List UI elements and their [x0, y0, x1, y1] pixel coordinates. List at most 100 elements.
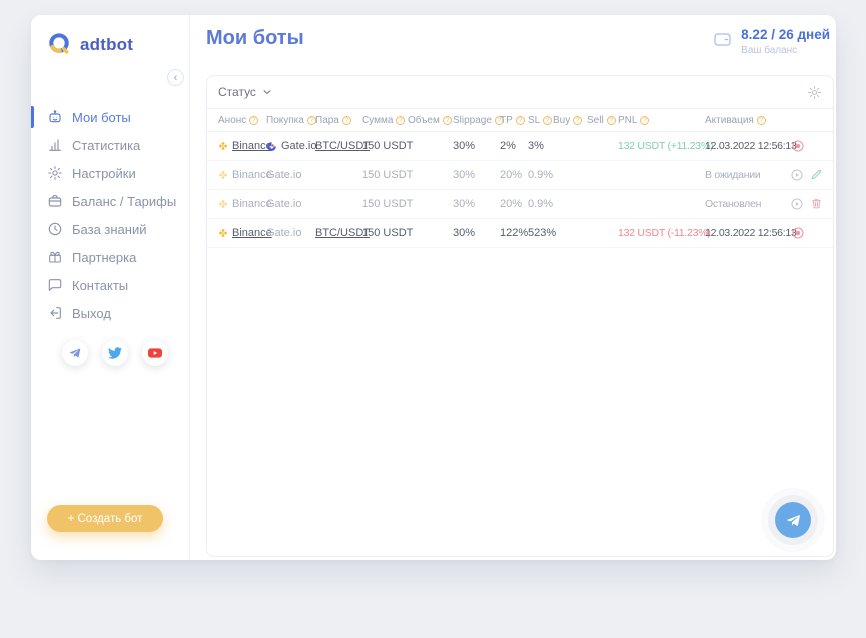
sidebar-item-knowledge-base[interactable]: База знаний	[31, 215, 189, 243]
help-icon[interactable]: ?	[341, 115, 351, 125]
purchase-cell: Gate.io	[266, 198, 315, 210]
youtube-icon	[147, 345, 163, 361]
purchase-cell: Gate.io	[266, 140, 317, 152]
telegram-icon	[68, 346, 82, 360]
app-logo-text: adtbot	[80, 34, 134, 54]
help-icon[interactable]: ?	[640, 115, 650, 125]
column-header-pnl: PNL?	[618, 115, 705, 126]
bot-row: Binance Gate.io 150 USDT 30% 20% 0.9% В ожидан…	[207, 161, 833, 190]
gift-icon	[47, 249, 63, 265]
clock-icon	[47, 221, 63, 237]
social-telegram-button[interactable]	[62, 340, 88, 366]
twitter-icon	[108, 346, 122, 360]
help-icon[interactable]: ?	[396, 115, 406, 125]
help-icon[interactable]: ?	[494, 115, 504, 125]
sidebar-item-my-bots[interactable]: Мои боты	[31, 103, 189, 131]
status-filter-label: Статус	[218, 85, 256, 99]
gear-icon	[807, 85, 822, 100]
telegram-icon	[785, 512, 802, 529]
stop-bot-button[interactable]	[791, 139, 805, 153]
column-header-активация: Активация?	[705, 115, 790, 126]
row-actions	[790, 226, 833, 240]
purchase-exchange-label: Gate.io	[281, 140, 317, 152]
start-bot-button[interactable]	[790, 168, 804, 182]
balance-value: 8.22 / 26 дней	[741, 27, 830, 42]
tp-cell: 20%	[500, 198, 523, 210]
announce-exchange-link: Binance	[232, 169, 272, 181]
announce-exchange-link[interactable]: Binance	[232, 227, 272, 239]
sidebar-item-settings[interactable]: Настройки	[31, 159, 189, 187]
bot-icon	[47, 109, 63, 125]
amount-cell: 150 USDT	[362, 169, 414, 181]
help-icon[interactable]: ?	[573, 115, 583, 125]
announce-cell: Binance	[218, 227, 272, 239]
wallet-balance-icon	[713, 30, 732, 49]
bot-row: Binance Gate.io 150 USDT 30% 20% 0.9% Остановл…	[207, 190, 833, 219]
announce-cell: Binance	[218, 198, 272, 210]
logout-icon	[47, 305, 63, 321]
pair-link[interactable]: BTC/USDT	[315, 140, 370, 152]
chat-icon	[47, 277, 63, 293]
sidebar-item-label: База знаний	[72, 221, 147, 237]
column-header-сумма: Сумма?	[362, 115, 408, 126]
help-icon[interactable]: ?	[306, 115, 316, 125]
bot-row: Binance Gate.io BTC/USDT 150 USDT 30% 122% 523…	[207, 219, 833, 248]
help-icon[interactable]: ?	[442, 115, 452, 125]
sidebar-item-partnership[interactable]: Партнерка	[31, 243, 189, 271]
gateio-icon	[266, 141, 277, 152]
purchase-cell: Gate.io	[266, 169, 315, 181]
help-icon[interactable]: ?	[756, 115, 766, 125]
tp-cell: 122%	[500, 227, 529, 239]
app-window: adtbot ‹ Мои боты Статистика Настройки Бала…	[31, 15, 836, 560]
bot-row: Binance Gate.io BTC/USDT 150 USDT 30% 2% 3% 132…	[207, 132, 833, 161]
amount-cell: 150 USDT	[362, 198, 414, 210]
delete-bot-button[interactable]	[810, 197, 823, 211]
purchase-exchange-label: Gate.io	[266, 198, 302, 210]
help-icon[interactable]: ?	[249, 115, 259, 125]
help-icon[interactable]: ?	[515, 115, 525, 125]
status-filter-dropdown[interactable]: Статус	[218, 85, 273, 99]
sidebar-item-logout[interactable]: Выход	[31, 299, 189, 327]
activation-cell: В ожидании	[705, 169, 761, 181]
table-header-row: Анонс? Покупка? Пара? Сумма? Объем? Slippage?…	[207, 109, 833, 132]
column-header-slippage: Slippage?	[453, 115, 504, 126]
sl-cell: 0.9%	[528, 169, 554, 181]
gear-icon	[47, 165, 63, 181]
amount-cell: 150 USDT	[362, 140, 414, 152]
telegram-fab-button[interactable]	[775, 502, 811, 538]
social-twitter-button[interactable]	[102, 340, 128, 366]
main-area: Мои боты 8.22 / 26 дней Ваш баланс Стату…	[190, 15, 836, 560]
sidebar-collapse-button[interactable]: ‹	[167, 69, 184, 86]
social-youtube-button[interactable]	[142, 340, 168, 366]
table-toolbar: Статус	[207, 76, 833, 109]
pair-link[interactable]: BTC/USDT	[315, 227, 370, 239]
edit-bot-button[interactable]	[810, 168, 823, 182]
table-settings-button[interactable]	[807, 85, 822, 100]
binance-icon	[218, 228, 228, 238]
sidebar-item-balance-tariffs[interactable]: Баланс / Тарифы	[31, 187, 189, 215]
start-bot-button[interactable]	[790, 197, 804, 211]
slippage-cell: 30%	[453, 140, 476, 152]
activation-cell: 12.03.2022 12:56:13	[705, 227, 797, 239]
adtbot-logo-icon	[46, 31, 73, 58]
tp-cell: 2%	[500, 140, 516, 152]
announce-cell: Binance	[218, 169, 272, 181]
sidebar-item-label: Выход	[72, 305, 111, 321]
pnl-cell: 132 USDT (+11.23%)	[618, 140, 714, 152]
help-icon[interactable]: ?	[543, 115, 553, 125]
help-icon[interactable]: ?	[606, 115, 616, 125]
purchase-exchange-label: Gate.io	[266, 169, 302, 181]
announce-exchange-link[interactable]: Binance	[232, 140, 272, 152]
create-bot-button[interactable]: + Создать бот	[47, 505, 163, 532]
wallet-icon	[47, 193, 63, 209]
activation-cell: Остановлен	[705, 198, 762, 210]
app-logo[interactable]: adtbot	[46, 31, 133, 58]
row-actions	[790, 139, 833, 153]
balance-label: Ваш баланс	[741, 45, 798, 56]
sidebar-item-contacts[interactable]: Контакты	[31, 271, 189, 299]
sidebar-item-statistics[interactable]: Статистика	[31, 131, 189, 159]
stop-bot-button[interactable]	[791, 226, 805, 240]
column-header-tp: TP?	[500, 115, 528, 126]
announce-exchange-link: Binance	[232, 198, 272, 210]
table-body: Binance Gate.io BTC/USDT 150 USDT 30% 2% 3% 132…	[207, 132, 833, 248]
